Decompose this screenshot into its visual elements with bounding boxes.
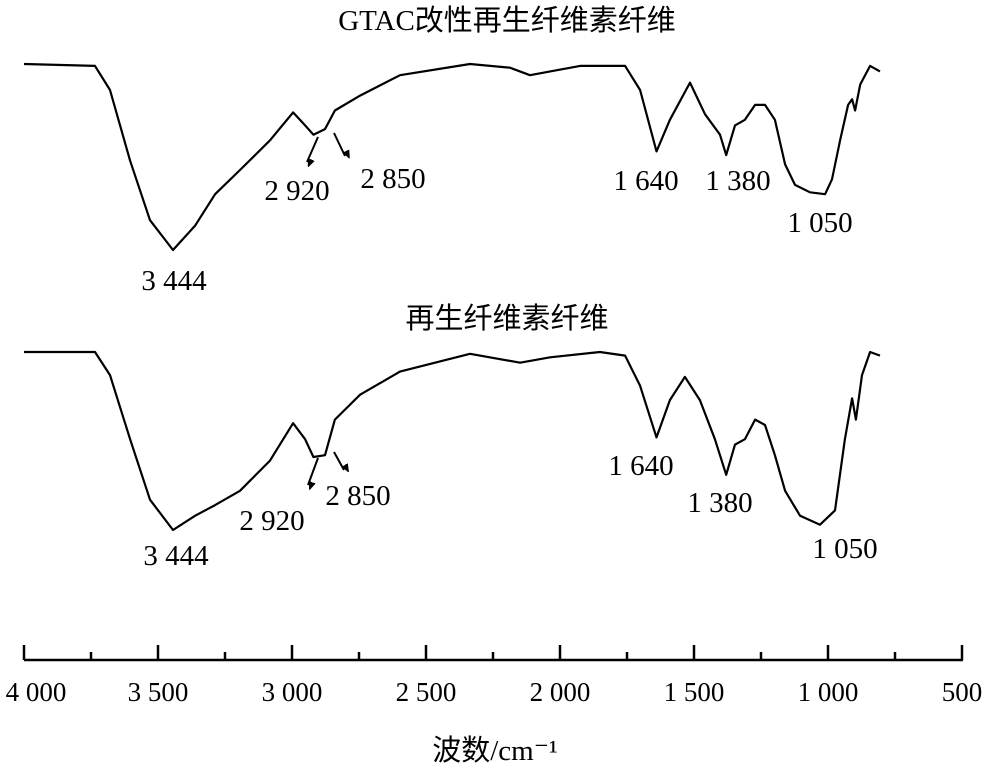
x-tick-label: 1 000: [798, 677, 859, 707]
arrow-2850-bottom: [333, 451, 344, 470]
peak-label: 2 850: [360, 163, 425, 195]
peak-label: 2 850: [325, 480, 390, 512]
peak-label: 1 640: [613, 165, 678, 197]
peak-label: 1 050: [812, 533, 877, 565]
spectrum-line-gtac: [23, 62, 881, 252]
peak-label: 1 380: [687, 487, 752, 519]
peak-label: 1 380: [705, 165, 770, 197]
peak-label: 3 444: [143, 540, 209, 572]
x-tick-label: 1 500: [664, 677, 725, 707]
series-title-regenerated: 再生纤维素纤维: [405, 302, 608, 335]
peak-label: 1 050: [787, 207, 852, 239]
x-tick-label: 2 000: [530, 677, 591, 707]
arrow-2920-top: [306, 136, 319, 162]
x-tick-label: 500: [942, 677, 983, 707]
x-tick-label: 3 500: [128, 677, 189, 707]
x-tick-labels: 4 000 3 500 3 000 2 500 2 000 1 500 1 00…: [6, 677, 983, 707]
x-tick-label: 3 000: [262, 677, 323, 707]
arrow-2850-top: [333, 132, 345, 156]
x-axis: [22, 645, 964, 662]
series-title-gtac: GTAC改性再生纤维素纤维: [338, 4, 676, 37]
spectrum-line-regenerated: [24, 350, 881, 532]
peak-label: 3 444: [141, 265, 207, 297]
x-axis-label: 波数/cm⁻¹: [432, 734, 558, 767]
x-tick-label: 2 500: [396, 677, 457, 707]
x-tick-label: 4 000: [6, 677, 67, 707]
arrow-2920-bottom: [307, 457, 319, 485]
peak-label: 2 920: [264, 175, 329, 207]
peak-label: 1 640: [608, 450, 673, 482]
peak-label: 2 920: [239, 505, 304, 537]
